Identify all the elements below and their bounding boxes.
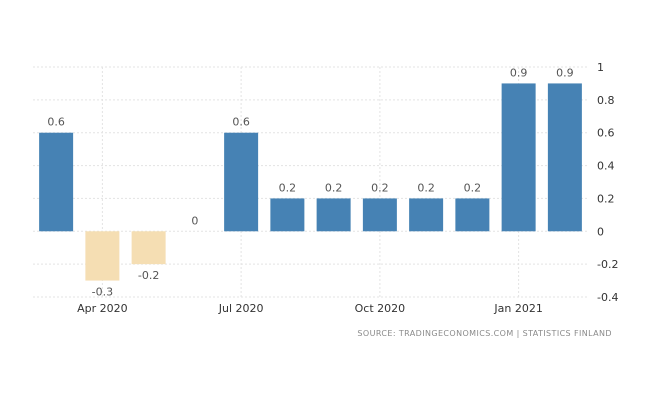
data-label: 0.9 — [510, 66, 528, 79]
x-tick-label: Oct 2020 — [355, 302, 406, 315]
bar-jul-2020[interactable] — [224, 132, 259, 232]
y-tick-label: 0 — [597, 225, 604, 238]
data-label: 0.2 — [464, 181, 482, 194]
bars — [39, 83, 582, 281]
bar-aug-2020[interactable] — [270, 198, 305, 232]
source-note: SOURCE: TRADINGECONOMICS.COM | STATISTIC… — [357, 329, 612, 338]
data-label: 0.6 — [232, 116, 250, 129]
bar-apr-2020[interactable] — [85, 231, 120, 281]
bar-dec-2020[interactable] — [455, 198, 490, 232]
bar-sep-2020[interactable] — [316, 198, 351, 232]
x-axis-ticks: Apr 2020 Jul 2020 Oct 2020 Jan 2021 — [77, 302, 543, 315]
data-label: 0 — [191, 214, 198, 227]
bar-oct-2020[interactable] — [362, 198, 397, 232]
y-tick-label: 0.8 — [597, 94, 615, 107]
x-tick-label: Jul 2020 — [218, 302, 264, 315]
data-label: 0.2 — [371, 181, 389, 194]
data-label: -0.2 — [138, 269, 159, 282]
y-tick-label: 0.6 — [597, 127, 615, 140]
bar-mar-2020[interactable] — [39, 132, 74, 232]
grid — [33, 66, 588, 298]
bar-jan-2021[interactable] — [501, 83, 536, 232]
x-tick-label: Apr 2020 — [77, 302, 128, 315]
data-label: 0.2 — [325, 181, 343, 194]
y-tick-label: 0.4 — [597, 160, 615, 173]
data-label: 0.2 — [417, 181, 435, 194]
y-axis-ticks: 1 0.8 0.6 0.4 0.2 0 -0.2 -0.4 — [597, 61, 618, 304]
y-tick-label: 0.2 — [597, 192, 615, 205]
data-label: -0.3 — [92, 286, 113, 299]
bar-nov-2020[interactable] — [409, 198, 444, 232]
data-labels: 0.6 -0.3 -0.2 0 0.6 0.2 0.2 0.2 0.2 0.2 0.9 0.9 — [47, 66, 573, 298]
y-tick-label: -0.2 — [597, 258, 618, 271]
data-label: 0.6 — [47, 116, 65, 129]
data-label: 0.9 — [556, 66, 574, 79]
y-tick-label: -0.4 — [597, 291, 618, 304]
y-tick-label: 1 — [597, 61, 604, 74]
data-label: 0.2 — [279, 181, 297, 194]
bar-feb-2021[interactable] — [547, 83, 582, 232]
bar-may-2020[interactable] — [131, 231, 166, 265]
x-tick-label: Jan 2021 — [493, 302, 542, 315]
